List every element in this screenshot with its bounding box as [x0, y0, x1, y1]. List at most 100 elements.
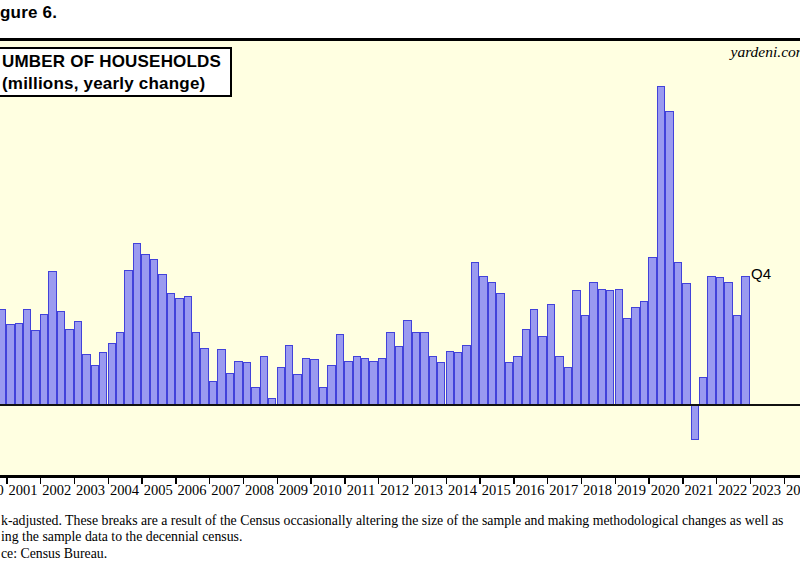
bar — [488, 282, 496, 405]
bar — [741, 276, 749, 405]
bar — [505, 362, 513, 405]
bar — [124, 270, 132, 405]
bar — [200, 348, 208, 405]
yardeni-watermark: yardeni.com — [731, 43, 800, 61]
bar — [15, 323, 23, 405]
x-tick — [344, 478, 346, 485]
bar — [572, 290, 580, 405]
bar — [699, 377, 707, 405]
bar — [615, 289, 623, 405]
bar — [631, 307, 639, 405]
bar — [589, 282, 597, 405]
bar — [547, 304, 555, 405]
bar — [513, 356, 521, 405]
bar — [48, 271, 56, 405]
bar — [336, 334, 344, 405]
chart-title-line2: (millions, yearly change) — [2, 73, 224, 95]
x-tick — [682, 478, 684, 485]
x-tick — [784, 478, 786, 485]
chart-title-line1: UMBER OF HOUSEHOLDS — [2, 51, 224, 73]
bar — [522, 329, 530, 405]
x-tick — [716, 478, 718, 485]
bar — [150, 259, 158, 405]
footnote-line3: ce: Census Bureau. — [1, 546, 107, 562]
bar — [606, 290, 614, 405]
bar — [327, 365, 335, 405]
bar — [277, 367, 285, 405]
chart-title-box: UMBER OF HOUSEHOLDS (millions, yearly ch… — [0, 47, 232, 97]
x-tick — [615, 478, 617, 485]
x-tick — [581, 478, 583, 485]
bar — [293, 374, 301, 405]
x-tick — [6, 478, 8, 485]
x-tick — [513, 478, 515, 485]
bar — [471, 262, 479, 405]
bar — [167, 293, 175, 405]
bar — [57, 311, 65, 405]
bar — [74, 321, 82, 405]
bar — [243, 362, 251, 405]
bar — [437, 362, 445, 405]
bar — [133, 243, 141, 405]
last-bar-q4-annotation: Q4 — [751, 265, 771, 282]
bar — [302, 358, 310, 405]
bar — [175, 298, 183, 405]
x-tick — [378, 478, 380, 485]
bar — [260, 356, 268, 405]
chart-frame-top — [0, 38, 800, 41]
bar — [446, 351, 454, 405]
bar — [386, 332, 394, 406]
bar — [285, 345, 293, 405]
bar — [31, 330, 39, 405]
bar — [91, 365, 99, 405]
bar — [251, 387, 259, 405]
x-tick — [175, 478, 177, 485]
bar — [707, 276, 715, 405]
bar — [420, 332, 428, 406]
x-tick — [479, 478, 481, 485]
bar — [648, 257, 656, 405]
x-tick — [141, 478, 143, 485]
bar — [412, 332, 420, 406]
bar — [403, 320, 411, 405]
x-tick — [750, 478, 752, 485]
bar — [40, 314, 48, 405]
x-tick — [547, 478, 549, 485]
bar — [226, 373, 234, 405]
chart-frame-bottom — [0, 475, 800, 478]
bar — [640, 301, 648, 405]
bar — [733, 315, 741, 405]
bar — [691, 405, 699, 440]
bar — [369, 361, 377, 405]
bar — [192, 332, 200, 406]
x-tick — [40, 478, 42, 485]
bar — [378, 358, 386, 405]
bar — [310, 359, 318, 405]
x-tick — [648, 478, 650, 485]
bar — [657, 86, 665, 405]
bar — [108, 343, 116, 405]
bar — [623, 318, 631, 405]
bar — [209, 381, 217, 405]
bar — [353, 356, 361, 405]
bar — [234, 361, 242, 405]
bar — [538, 336, 546, 405]
bar — [158, 274, 166, 405]
bar — [23, 309, 31, 405]
bar — [429, 356, 437, 405]
bar — [724, 282, 732, 405]
x-tick — [277, 478, 279, 485]
x-tick — [243, 478, 245, 485]
bar — [217, 349, 225, 405]
x-tick — [412, 478, 414, 485]
bar — [99, 352, 107, 405]
bar — [454, 352, 462, 405]
bar — [716, 277, 724, 405]
bar — [65, 329, 73, 405]
bar — [682, 283, 690, 405]
bar — [674, 262, 682, 405]
bar — [530, 309, 538, 405]
chart-page: { "figure_label": "gure 6.", "title_box"… — [0, 0, 800, 568]
bar — [344, 361, 352, 405]
x-tick — [310, 478, 312, 485]
